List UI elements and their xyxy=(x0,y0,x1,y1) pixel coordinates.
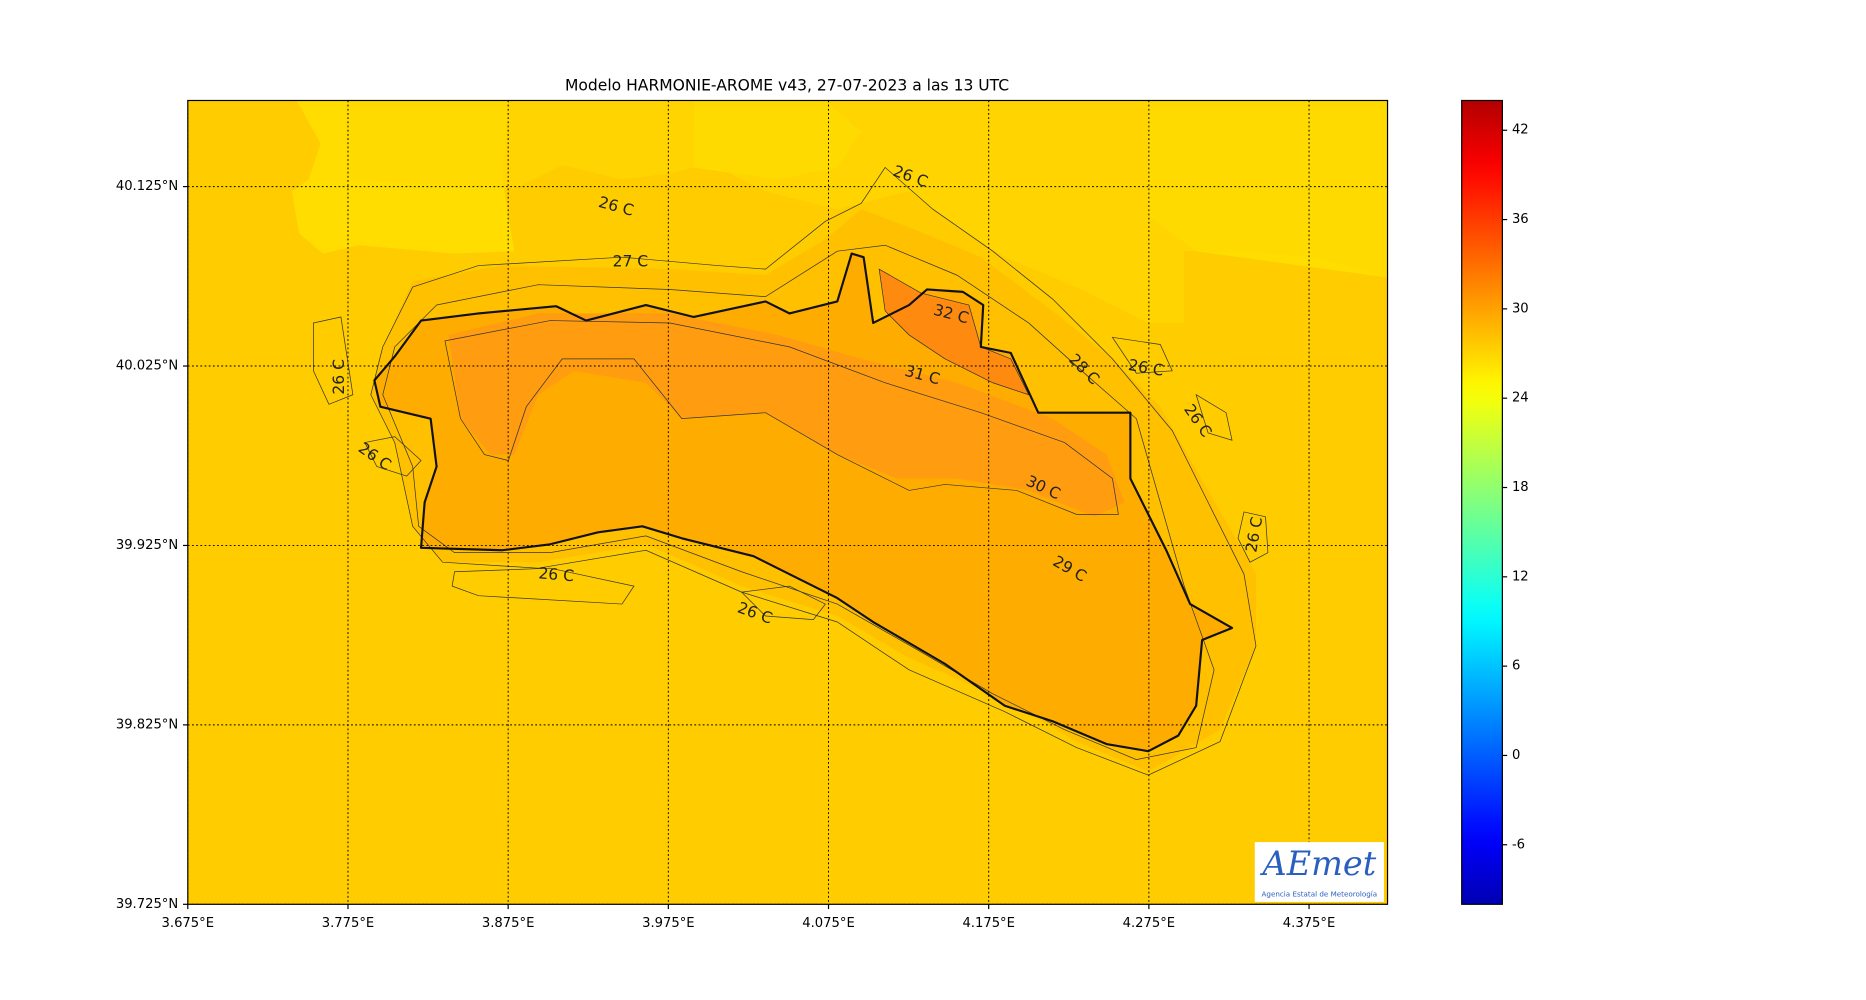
logo: AEmet Agencia Estatal de Meteorología xyxy=(1254,842,1384,902)
x-tick-label: 3.875°E xyxy=(482,916,535,931)
map-frame xyxy=(187,99,1389,905)
contour-line xyxy=(382,244,1215,760)
y-tick-label: 40.025°N xyxy=(116,359,178,374)
logo-subtitle: Agencia Estatal de Meteorología xyxy=(1262,890,1378,899)
colorbar-tick-label: 42 xyxy=(1512,123,1529,138)
contour-label: 26 C xyxy=(538,564,575,585)
hot-core xyxy=(879,269,1029,395)
colorbar-tick-label: 24 xyxy=(1512,391,1529,406)
contour-line xyxy=(444,320,1119,515)
coastline xyxy=(373,252,1234,753)
logo-box xyxy=(1254,842,1384,902)
colorbar-tick-label: 36 xyxy=(1512,212,1529,227)
y-tick-label: 39.925°N xyxy=(116,538,178,553)
hot-region xyxy=(448,313,1125,517)
contour-label: 26 C xyxy=(1127,356,1165,380)
x-tick-label: 4.375°E xyxy=(1283,916,1336,931)
x-tick-label: 3.975°E xyxy=(642,916,695,931)
x-tick-label: 4.275°E xyxy=(1123,916,1176,931)
colorbar xyxy=(1461,99,1503,905)
y-tick-label: 39.725°N xyxy=(116,897,178,912)
contour-label: 26 C xyxy=(1242,515,1266,553)
grid xyxy=(187,100,1388,905)
logo-text: AEmet xyxy=(1260,844,1377,883)
colorbar-tick-label: 30 xyxy=(1512,301,1529,316)
x-tick-label: 3.775°E xyxy=(322,916,375,931)
x-tick-label: 4.175°E xyxy=(962,916,1015,931)
map: 26 C26 C27 C26 C26 C32 C31 C 28 C 26 C26 C… xyxy=(187,100,1388,905)
colorbar-tick-label: 0 xyxy=(1512,748,1520,763)
contour-label: 26 C xyxy=(330,359,348,395)
contour-line xyxy=(878,268,1030,396)
axes: 3.675°E 3.775°E 3.875°E 3.975°E 4.075°E 4.175… xyxy=(116,123,1529,931)
x-tick-label: 3.675°E xyxy=(162,916,215,931)
y-tick-label: 40.125°N xyxy=(116,179,178,194)
contour-line xyxy=(313,316,1269,620)
contour-label: 27 C xyxy=(613,252,649,270)
colorbar-tick-label: 6 xyxy=(1512,659,1520,674)
colorbar-tick-label: -6 xyxy=(1512,837,1525,852)
x-tick-label: 4.075°E xyxy=(802,916,855,931)
cool-region xyxy=(346,100,1388,323)
colorbar-tick-label: 12 xyxy=(1512,569,1529,584)
chart-title: Modelo HARMONIE-AROME v43, 27-07-2023 a … xyxy=(565,77,1009,95)
y-tick-label: 39.825°N xyxy=(116,717,178,732)
colorbar-tick-label: 18 xyxy=(1512,480,1529,495)
